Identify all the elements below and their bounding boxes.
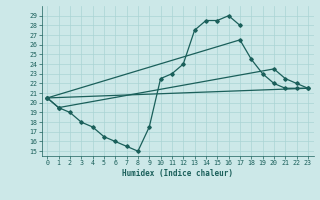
X-axis label: Humidex (Indice chaleur): Humidex (Indice chaleur): [122, 169, 233, 178]
